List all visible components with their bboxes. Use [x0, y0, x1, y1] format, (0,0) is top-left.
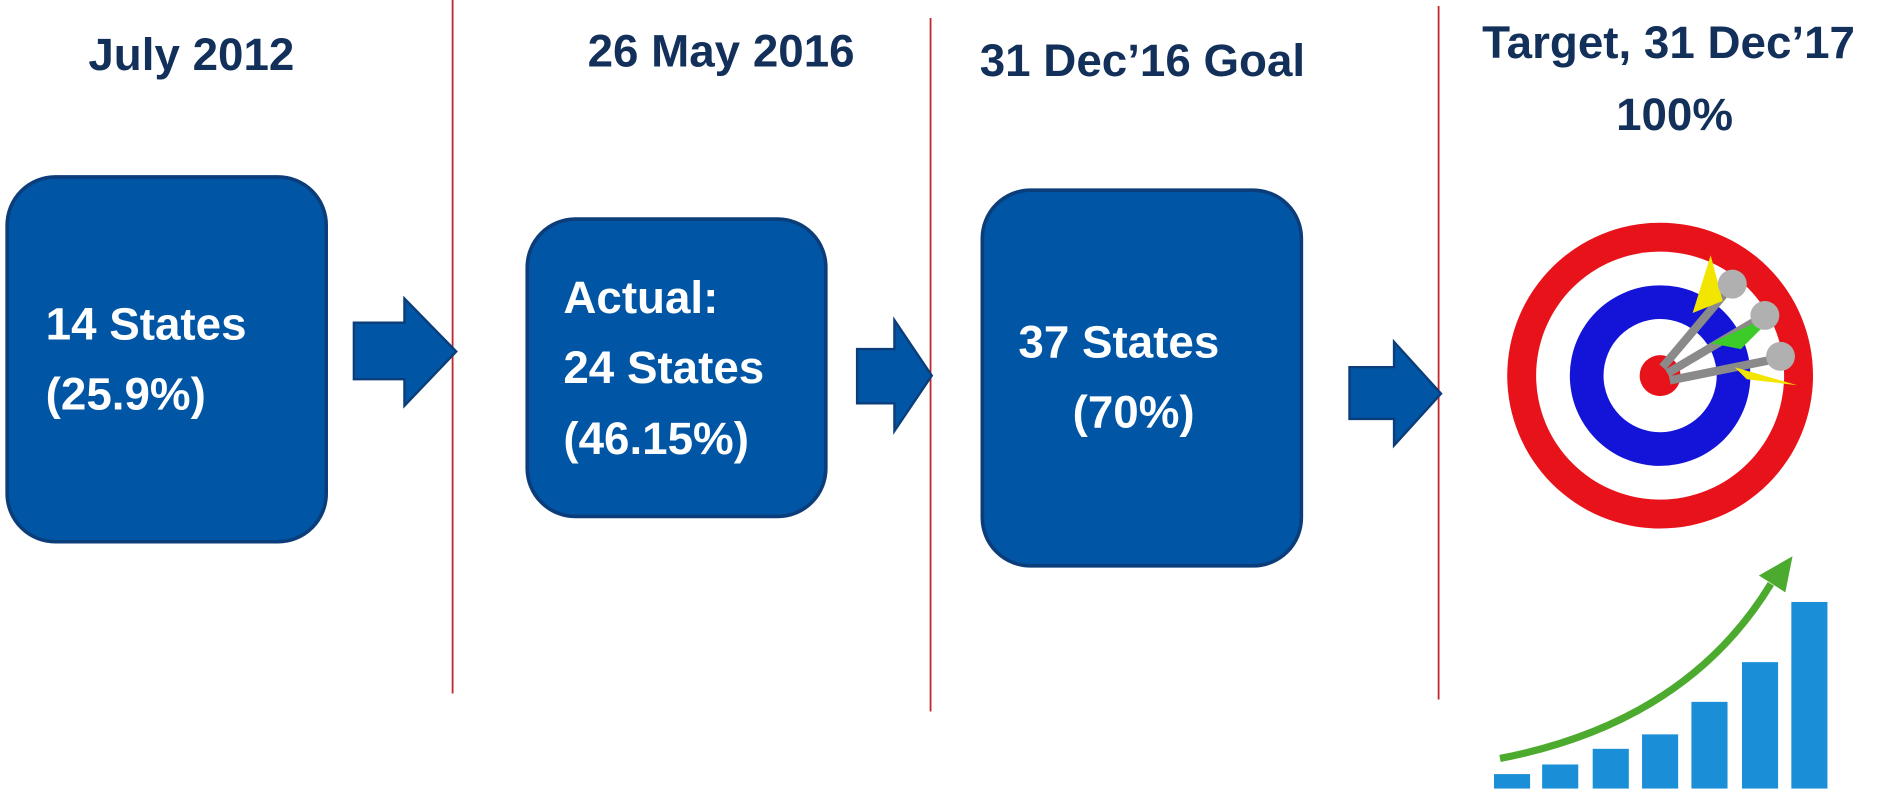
heading: 100% — [1616, 89, 1733, 140]
box-text: (25.9%) — [46, 368, 206, 419]
heading: Target, 31 Dec’17 — [1482, 17, 1855, 68]
arrow — [857, 320, 932, 431]
arrow — [1350, 342, 1441, 446]
page: {"stages": [ {"heading": ["July 2012"], … — [0, 0, 1890, 803]
box-text: 37 States — [1018, 317, 1219, 368]
arrow — [354, 299, 456, 406]
box-text: (70%) — [1073, 386, 1195, 437]
target-icon — [1507, 223, 1813, 529]
heading: 31 Dec’16 Goal — [980, 35, 1305, 86]
box-text: (46.15%) — [563, 413, 749, 464]
heading: 26 May 2016 — [588, 25, 855, 76]
heading: July 2012 — [88, 29, 294, 80]
box-text: 24 States — [563, 342, 764, 393]
growth-icon — [1494, 556, 1827, 788]
box-text: Actual: — [563, 272, 718, 323]
slide: July 2012 26 May 2016 31 Dec’16 Goal Tar… — [0, 0, 1890, 803]
stage-box — [7, 177, 326, 542]
box-text: 14 States — [46, 299, 247, 350]
stage-box — [982, 190, 1301, 566]
